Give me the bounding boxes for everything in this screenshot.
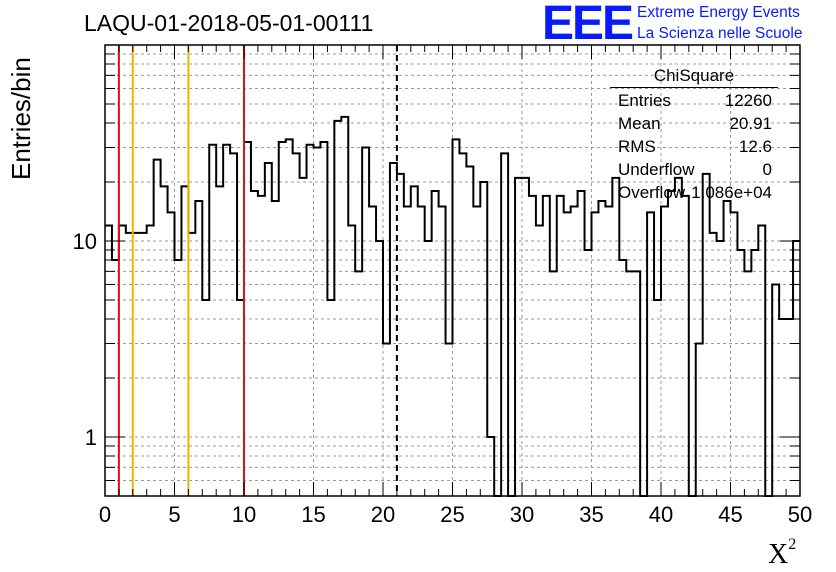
x-tick-label: 0 (99, 502, 111, 527)
x-tick-label: 25 (440, 502, 464, 527)
logo-line-1: Extreme Energy Events (637, 4, 800, 21)
stats-value: 0 (762, 160, 772, 179)
stats-key: Underflow (618, 160, 695, 179)
x-tick-label: 15 (301, 502, 325, 527)
y-tick-label: 10 (73, 229, 97, 254)
stats-value: 20.91 (729, 114, 772, 133)
x-tick-label: 5 (168, 502, 180, 527)
stats-box: ChiSquare Entries 12260 Mean 20.91 RMS 1… (610, 66, 778, 204)
chart-title: LAQU-01-2018-05-01-00111 (84, 10, 374, 36)
x-tick-label: 40 (649, 502, 673, 527)
y-axis-label: Entries/bin (6, 57, 36, 180)
x-tick-label: 50 (788, 502, 812, 527)
histogram-line (105, 115, 800, 497)
stats-key: Entries (618, 91, 671, 110)
stats-key: Mean (618, 114, 661, 133)
stats-row-overflow: Overflow 1.086e+04 (610, 181, 778, 204)
x-tick-label: 45 (718, 502, 742, 527)
eee-logo-mark: EEE (542, 0, 634, 50)
stats-row-rms: RMS 12.6 (610, 135, 778, 158)
x-tick-label: 20 (371, 502, 395, 527)
y-tick-label: 1 (85, 425, 97, 450)
stats-value: 12260 (724, 91, 772, 110)
stats-row-underflow: Underflow 0 (610, 158, 778, 181)
stats-key: Overflow (618, 183, 686, 202)
logo-line-2: La Scienza nelle Scuole (637, 25, 803, 42)
stats-value: 12.6 (738, 137, 772, 156)
x-tick-label: 35 (579, 502, 603, 527)
stats-key: RMS (618, 137, 656, 156)
stats-row-mean: Mean 20.91 (610, 112, 778, 135)
stats-row-entries: Entries 12260 (610, 89, 778, 112)
x-axis-label: X2 (768, 536, 797, 570)
x-tick-label: 10 (232, 502, 256, 527)
stats-title: ChiSquare (610, 66, 778, 88)
stats-value: 1.086e+04 (691, 183, 772, 202)
x-tick-label: 30 (510, 502, 534, 527)
